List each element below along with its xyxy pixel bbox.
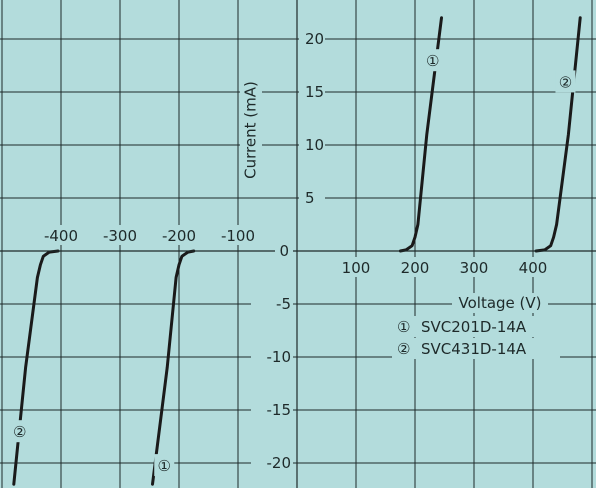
legend-entry: SVC201D-14A [421, 318, 527, 336]
y-tick-label: -10 [267, 348, 292, 366]
y-tick-label-bg [251, 400, 293, 420]
series-curve-1-positive [398, 16, 443, 253]
x-tick-label-bg [337, 257, 375, 277]
curve-label-bg [422, 49, 443, 72]
x-axis-label-bg [452, 293, 548, 313]
legend-entry-bg [392, 316, 560, 337]
y-tick-label-bg [299, 29, 325, 49]
x-tick-label-bg [39, 225, 83, 245]
curve-label: ② [559, 73, 572, 91]
curve-label: ② [13, 423, 26, 441]
legend-marker: ① [397, 318, 410, 336]
y-zero-label: 0 [279, 242, 289, 260]
curve-label-bg [9, 420, 30, 443]
curve-label-bg [555, 70, 576, 93]
x-tick-label: -100 [221, 227, 255, 245]
y-tick-label-bg [275, 240, 293, 260]
legend-entry-bg [392, 338, 560, 359]
y-axis-label-bg [240, 74, 262, 186]
x-tick-label-bg [455, 257, 493, 277]
x-tick-label: 300 [460, 259, 489, 277]
x-tick-label-bg [514, 257, 552, 277]
y-tick-label-bg [299, 135, 325, 155]
x-tick-label-bg [98, 225, 142, 245]
curves [12, 16, 582, 486]
y-tick-label: -5 [276, 295, 291, 313]
curve-label-bg [154, 454, 175, 477]
y-tick-label-bg [251, 347, 293, 367]
legend-entry: SVC431D-14A [421, 340, 527, 358]
curve-label: ① [426, 52, 439, 70]
y-tick-label: 5 [305, 189, 315, 207]
y-tick-label-bg [299, 82, 325, 102]
y-tick-label-bg [251, 453, 293, 473]
y-tick-label-bg [251, 294, 293, 314]
curve-label: ① [158, 457, 171, 475]
x-tick-label: -300 [103, 227, 137, 245]
y-axis-label: Current (mA) [242, 81, 260, 179]
series-curve-2-negative [12, 249, 60, 486]
y-tick-label: -20 [267, 454, 292, 472]
y-tick-label: -15 [267, 401, 292, 419]
legend-marker: ② [397, 340, 410, 358]
x-tick-label: 400 [519, 259, 548, 277]
x-tick-label: -400 [44, 227, 78, 245]
x-tick-label-bg [157, 225, 201, 245]
x-tick-label: -200 [162, 227, 196, 245]
series-curve-1-negative [151, 249, 196, 486]
y-tick-label: 15 [305, 83, 324, 101]
x-tick-label: 100 [342, 259, 371, 277]
x-tick-label-bg [396, 257, 434, 277]
y-tick-label: 20 [305, 30, 324, 48]
legend: ① SVC201D-14A ② SVC431D-14A [392, 316, 560, 359]
y-tick-label-bg [299, 188, 325, 208]
labels: 100 200 300 400-400 -300 -200 -10051015200-5-1… [9, 29, 576, 477]
x-tick-label: 200 [401, 259, 430, 277]
x-tick-label-bg [216, 225, 260, 245]
x-axis-label: Voltage (V) [459, 294, 542, 312]
series-curve-2-positive [534, 16, 582, 253]
y-tick-label: 10 [305, 136, 324, 154]
